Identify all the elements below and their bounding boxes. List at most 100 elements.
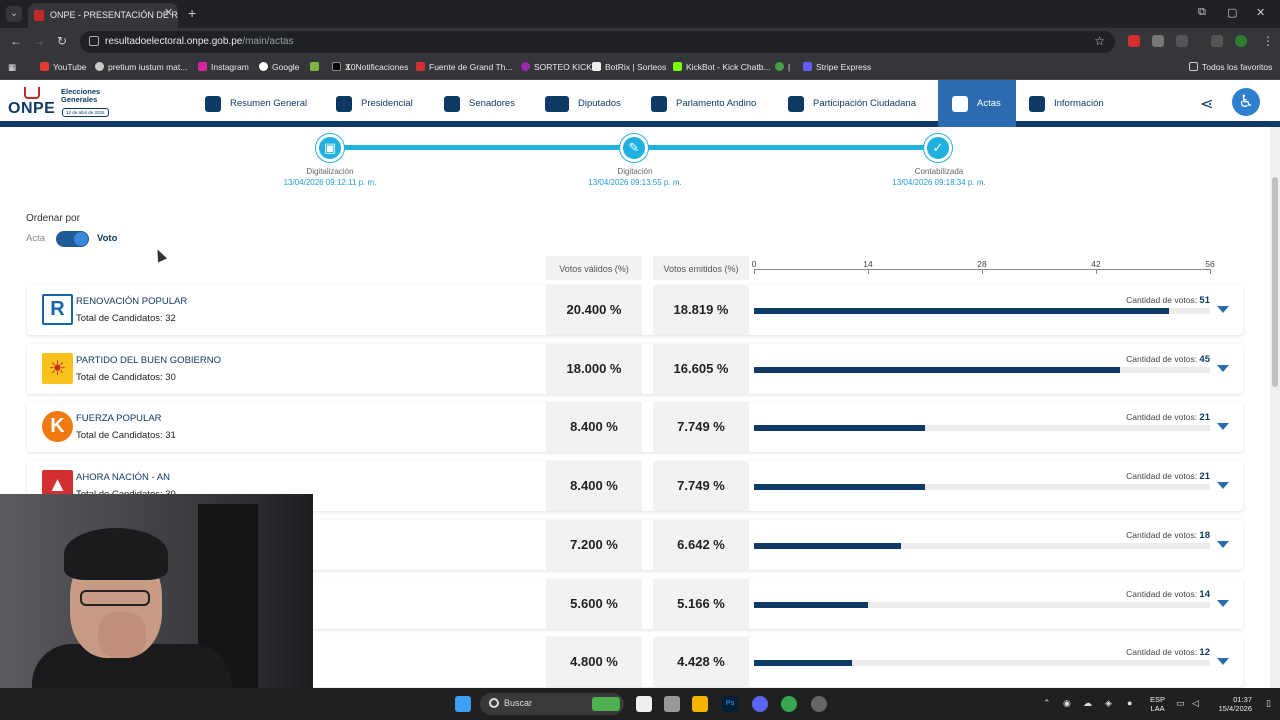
- party-row[interactable]: ☀ PARTIDO DEL BUEN GOBIERNO Total de Candi…: [27, 343, 1243, 394]
- sort-toggle[interactable]: [56, 231, 89, 247]
- bookmark-pretium[interactable]: pretium iustum mat...: [95, 62, 187, 72]
- microphone-icon[interactable]: ●: [1127, 698, 1133, 708]
- bookmark-google[interactable]: Google: [259, 62, 299, 72]
- people-icon: [444, 95, 460, 112]
- sort-label: Ordenar por: [26, 213, 80, 224]
- bookmark-green-icon[interactable]: |: [775, 62, 790, 72]
- reload-icon[interactable]: ↻: [57, 34, 68, 48]
- expand-chevron-icon[interactable]: [1217, 364, 1229, 372]
- party-logo: R: [42, 294, 73, 325]
- valid-votes-percent: 5.600 %: [546, 578, 642, 629]
- nav-senadores[interactable]: Senadores: [444, 80, 515, 127]
- vote-count-label: Cantidad de votos:: [1126, 412, 1200, 423]
- window-maximize-icon[interactable]: ▢: [1227, 7, 1238, 19]
- file-explorer-icon[interactable]: [692, 696, 708, 712]
- taskbar-search[interactable]: Buscar: [480, 693, 624, 715]
- onpe-logo[interactable]: ONPE Elecciones Generales 12 de abril de…: [8, 86, 118, 122]
- vote-bar: [754, 366, 1121, 373]
- tray-icon[interactable]: ☁: [1083, 698, 1092, 708]
- bookmark-botrix[interactable]: BotRix | Sorteos: [592, 62, 666, 72]
- nav-presidencial[interactable]: Presidencial: [336, 80, 413, 127]
- tray-icon[interactable]: ◉: [1063, 698, 1071, 708]
- nav-actas[interactable]: Actas: [938, 80, 1016, 127]
- window-close-icon[interactable]: ✕: [1256, 7, 1266, 19]
- more-menu-icon[interactable]: ⋮: [1262, 34, 1274, 48]
- party-name[interactable]: AHORA NACIÓN - AN: [76, 472, 170, 484]
- bookmark-10notificaciones[interactable]: 10Notificaciones: [346, 62, 409, 72]
- task-view-icon[interactable]: [636, 696, 652, 712]
- party-name[interactable]: FUERZA POPULAR: [76, 413, 162, 425]
- bookmark-icon[interactable]: [310, 62, 323, 72]
- bookmark-sorteo-kick[interactable]: SORTEO KICK: [521, 62, 592, 72]
- address-bar[interactable]: resultadoelectoral.onpe.gob.pe/main/acta…: [80, 31, 1115, 53]
- bookmark-x[interactable]: X: [332, 62, 351, 72]
- expand-chevron-icon[interactable]: [1217, 423, 1229, 431]
- app-icon[interactable]: [664, 696, 680, 712]
- nav-informacion[interactable]: Información: [1029, 80, 1104, 127]
- emitted-votes-percent: 4.428 %: [653, 637, 749, 688]
- new-tab-icon[interactable]: +: [188, 5, 197, 21]
- network-icon[interactable]: ▭: [1176, 698, 1185, 708]
- obs-icon[interactable]: [811, 696, 827, 712]
- expand-chevron-icon[interactable]: [1217, 658, 1229, 666]
- nav-parlamento-andino[interactable]: Parlamento Andino: [651, 80, 756, 127]
- webcam-glasses: [80, 590, 150, 606]
- scale-tick-label: 14: [863, 259, 873, 269]
- accessibility-icon[interactable]: ♿: [1232, 88, 1260, 116]
- nav-diputados[interactable]: Diputados: [545, 80, 621, 127]
- sort-option-acta[interactable]: Acta: [26, 233, 46, 244]
- party-candidates: Total de Candidatos: 31: [76, 430, 176, 442]
- emitted-votes-percent: 16.605 %: [653, 343, 749, 394]
- party-name[interactable]: RENOVACIÓN POPULAR: [76, 296, 188, 307]
- discord-icon[interactable]: [752, 696, 768, 712]
- bookmark-stripe[interactable]: Stripe Express: [803, 62, 871, 72]
- party-name[interactable]: PARTIDO DEL BUEN GOBIERNO: [76, 354, 221, 366]
- party-row[interactable]: K FUERZA POPULAR Total de Candidatos: 31 8.…: [27, 402, 1243, 453]
- bookmark-grand-theft[interactable]: Fuente de Grand Th...: [416, 62, 512, 72]
- bookmark-kickbot[interactable]: KickBot - Kick Chatb...: [673, 62, 771, 72]
- language-indicator[interactable]: ESP LAA: [1150, 695, 1166, 713]
- window-restore-icon[interactable]: ⧉: [1198, 6, 1206, 18]
- tab-search-button[interactable]: ⌄: [6, 6, 22, 22]
- expand-chevron-icon[interactable]: [1217, 599, 1229, 607]
- scale-tick-mark: [754, 269, 755, 274]
- extension-icon[interactable]: [1152, 35, 1164, 47]
- expand-chevron-icon[interactable]: [1217, 306, 1229, 313]
- bookmark-instagram[interactable]: Instagram: [198, 62, 249, 72]
- extensions-puzzle-icon[interactable]: [1176, 35, 1188, 47]
- profile-avatar[interactable]: [1235, 35, 1247, 47]
- clock[interactable]: 01:37 15/4/2026: [1218, 695, 1252, 713]
- vote-bar: [754, 484, 925, 491]
- vote-bar-track: [754, 366, 1210, 373]
- nav-participacion-ciudadana[interactable]: Participación Ciudadana: [788, 80, 916, 127]
- browser-tab[interactable]: ONPE - PRESENTACIÓN DE RES: [28, 3, 178, 28]
- nav-resumen-general[interactable]: Resumen General: [205, 80, 307, 127]
- site-info-icon[interactable]: [89, 36, 99, 46]
- vote-count-value: 21: [1199, 471, 1210, 483]
- expand-chevron-icon[interactable]: [1217, 540, 1229, 548]
- chrome-icon[interactable]: [781, 696, 797, 712]
- photoshop-icon[interactable]: Ps: [722, 696, 738, 712]
- extension-icon[interactable]: [1128, 35, 1140, 47]
- scroll-thumb[interactable]: [1272, 177, 1278, 387]
- party-candidates: Total de Candidatos: 30: [76, 371, 176, 383]
- share-icon[interactable]: ⋖: [1200, 96, 1214, 113]
- notification-icon[interactable]: ▯: [1266, 698, 1271, 708]
- close-icon[interactable]: ✕: [164, 7, 174, 19]
- tray-chevron-icon[interactable]: ⌃: [1043, 698, 1051, 708]
- expand-chevron-icon[interactable]: [1217, 482, 1229, 490]
- party-row[interactable]: R RENOVACIÓN POPULAR Total de Candidatos: …: [27, 285, 1243, 335]
- all-bookmarks[interactable]: Todos los favoritos: [1189, 62, 1272, 72]
- tray-icon[interactable]: ◈: [1105, 698, 1112, 708]
- forward-icon[interactable]: →: [33, 34, 45, 48]
- bookmark-star-icon[interactable]: ☆: [1094, 34, 1105, 48]
- sort-option-voto[interactable]: Voto: [97, 233, 118, 244]
- windows-start-icon[interactable]: [455, 696, 471, 712]
- vote-bar: [754, 660, 852, 667]
- download-icon[interactable]: [1211, 35, 1223, 47]
- apps-icon[interactable]: ▦: [8, 62, 17, 72]
- bookmark-youtube[interactable]: YouTube: [40, 62, 86, 72]
- volume-icon[interactable]: ◁: [1192, 698, 1199, 708]
- back-icon[interactable]: ←: [10, 34, 22, 48]
- page-scrollbar[interactable]: [1270, 127, 1280, 688]
